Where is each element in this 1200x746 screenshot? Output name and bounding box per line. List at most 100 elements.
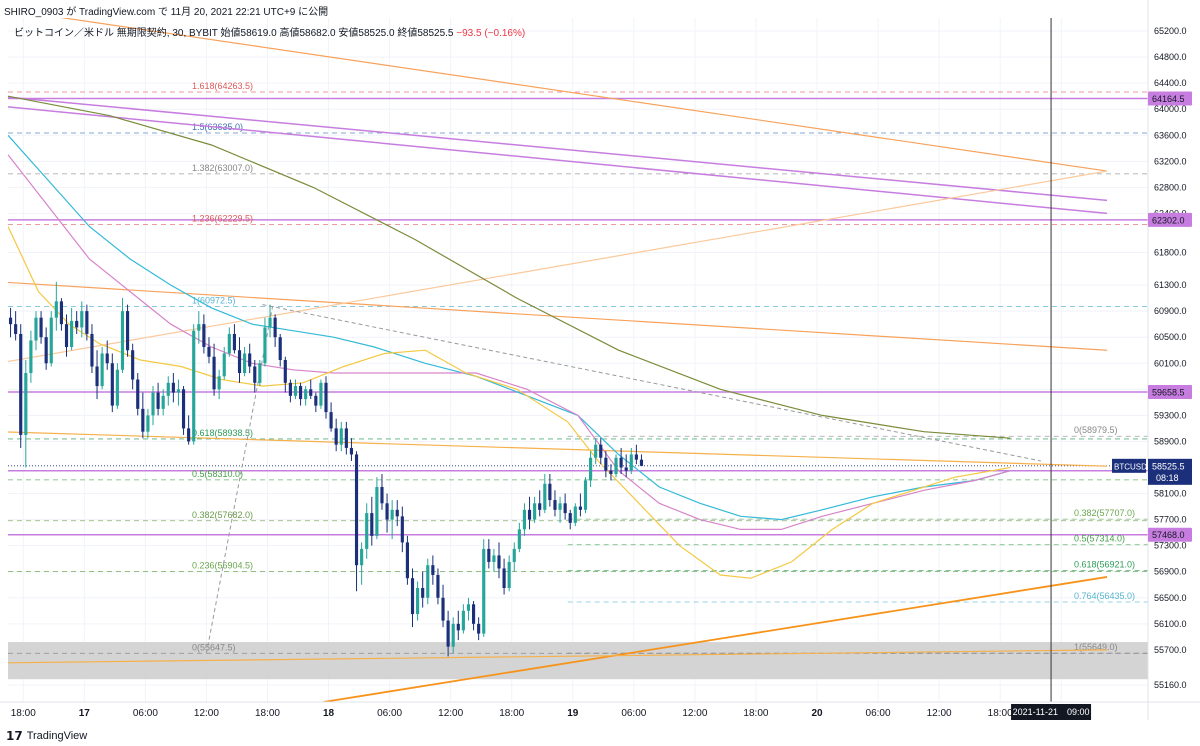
price-tick-label: 59300.0 [1154,410,1187,420]
candle-body [222,353,226,377]
price-tick-label: 63200.0 [1154,156,1187,166]
candle-body [589,457,593,481]
candle-body [136,379,140,409]
price-tick-label: 57700.0 [1154,515,1187,525]
price-tick-label: 63600.0 [1154,130,1187,140]
low-value: 58525.0 [358,28,395,39]
countdown-tag: 08:18 [1156,473,1179,483]
candle-body [548,483,552,501]
symbol-tag: BTCUSD [1114,462,1147,471]
candle-body [614,457,618,474]
candle-body [95,366,99,387]
price-level-tag: 59658.5 [1152,388,1185,398]
close-value: 58525.5 [417,28,454,39]
tradingview-logo-icon: 𝟭𝟳 [6,729,23,743]
time-tick-label: 12:00 [438,708,463,719]
open-value: 58619.0 [240,28,277,39]
fib-label-left: 0(55647.5) [192,642,236,652]
trendline [8,96,1108,202]
fib-label-right: 0.764(56435.0) [1074,591,1135,601]
ma-line-cyan [8,134,1011,521]
price-tick-label: 56900.0 [1154,567,1187,577]
cursor-time-tag-bg [1011,704,1092,720]
candle-body [192,330,196,442]
candle-body [258,363,262,383]
candle-body [329,412,333,429]
time-tick-label: 19 [567,708,579,719]
candle-body [187,428,191,442]
trendline [8,170,1108,363]
candle-body [161,395,165,409]
candle-body [517,529,521,549]
candle-body [354,454,359,566]
candle-body [451,623,455,647]
candle-body [207,346,211,357]
price-tick-label: 61300.0 [1154,280,1187,290]
candle-body [639,459,644,466]
symbol-legend: ビットコイン／米ドル 無期限契約, 30, BYBIT 始値58619.0 高値… [14,24,525,39]
moving-averages [8,95,1011,579]
symbol-description: ビットコイン／米ドル 無期限契約, 30, BYBIT [14,28,218,39]
candle-body [497,555,501,569]
candle-body [446,620,450,647]
candle-body [365,513,369,549]
horizontal-levels [8,97,1148,536]
trendline [8,431,1108,467]
price-tick-label: 58900.0 [1154,436,1187,446]
price-level-tag: 57468.0 [1152,530,1185,540]
candle-body [482,548,486,634]
price-tick-label: 60500.0 [1154,332,1187,342]
candle-body [380,487,384,504]
candle-body [243,353,247,374]
candle-body [237,350,242,374]
tradingview-footer[interactable]: 𝟭𝟳 TradingView [6,729,87,743]
candle-body [131,350,135,380]
candle-body [461,610,465,631]
candle-body [64,324,69,347]
price-tick-label: 64800.0 [1154,52,1187,62]
publisher-line: SHIRO_0903 が TradingView.com で 11月 20, 2… [4,7,329,18]
candle-body [349,447,354,455]
time-tick-label: 17 [79,708,91,719]
price-tick-label: 56100.0 [1154,619,1187,629]
candle-body [624,467,628,471]
fib-label-right: 1(55649.0) [1074,642,1118,652]
candle-body [156,392,160,409]
candle-body [248,353,252,367]
price-tick-label: 60100.0 [1154,358,1187,368]
candle-body [253,366,257,383]
close-label: 終値 [397,28,418,39]
candle-body [75,320,79,328]
candle-body [29,340,33,374]
candle-body [410,578,415,615]
fib-label-left: 0.236(56904.5) [192,560,253,570]
time-tick-label: 06:00 [621,708,646,719]
time-tick-label: 18:00 [11,708,36,719]
fib-label-right: 0.382(57707.0) [1074,508,1135,518]
price-axis-bg [1148,0,1200,746]
candle-body [324,382,328,413]
candles [8,281,644,657]
candle-body [533,503,537,520]
fib-label-left: 1.236(62229.5) [192,214,253,224]
candle-body [202,324,206,347]
candle-body [80,311,84,328]
ma-line-pink [8,154,1011,530]
candle-body [115,369,119,406]
price-tick-label: 64400.0 [1154,78,1187,88]
price-tick-label: 64000.0 [1154,104,1187,114]
candle-body [553,500,557,510]
candle-body [360,548,364,566]
candle-body [344,428,348,448]
candle-body [543,483,547,510]
open-label: 始値 [220,28,241,39]
high-label: 高値 [279,28,300,39]
candle-body [105,353,109,364]
price-tick-label: 58100.0 [1154,489,1187,499]
candle-body [49,317,53,364]
candle-body [319,382,323,406]
candle-body [197,324,201,331]
candle-body [120,311,125,370]
fib-label-right: 0.5(57314.0) [1074,534,1125,544]
